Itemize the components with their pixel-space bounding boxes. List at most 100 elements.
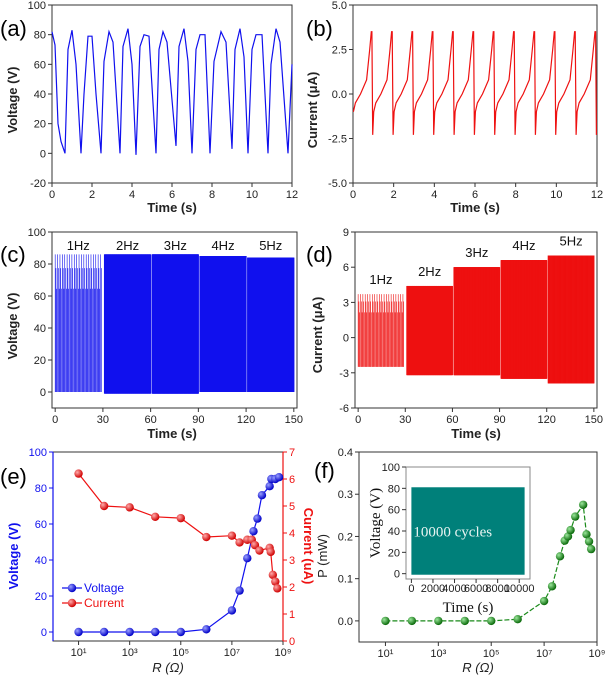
panel-a: (a) Time (s) Voltage (V) 0 2 4 6 8 10 12-20020… [0,0,298,215]
plot-frame [51,231,298,409]
legend-marker [67,598,77,608]
voltage-point [125,627,134,637]
power-point [547,582,557,591]
x-tick-label: 30 [97,414,109,426]
y-tick-label: 9 [343,227,349,239]
y-tick-label: 0 [40,387,46,399]
y-tick-label: 20 [35,591,47,603]
x-tick-label: 10⁵ [483,648,500,660]
x-tick-label: 10 [246,189,258,201]
current-point [255,546,264,555]
voltage-line [51,28,293,155]
x-tick-label: 4000 [442,583,466,595]
y-tick-label: 60 [388,505,400,517]
x-tick-label: 2 [89,189,95,201]
x-tick-label: 10¹ [377,648,393,660]
current-point [271,577,280,586]
panel-f-inset-labels: Time (s) Voltage (V) [368,488,493,616]
y-tick-label: 6 [343,262,349,274]
frequency-label: 1Hz [67,238,90,253]
frequency-segment [500,260,548,379]
voltage-point [249,527,258,536]
voltage-point [176,627,185,637]
x-tick-label: 12 [286,189,298,201]
current-point [125,503,134,512]
frequency-label: 5Hz [560,233,583,248]
x-tick-label: 0 [350,189,356,201]
right-y-tick-label: 6 [289,474,295,486]
y-tick-label: 0.2 [338,531,353,543]
voltage-point [253,514,262,523]
power-point [571,512,580,521]
pulse-fill [247,257,294,392]
plot-frame [352,4,598,184]
panel-label: (d) [306,242,333,267]
frequency-segment [199,256,247,392]
x-tick-label: 0 [355,414,361,426]
panel-c: (c) Time (s) Voltage (V) 0 30 60 90 120 150 0 2… [0,227,303,441]
plot-frame [354,231,598,409]
power-point [578,500,588,509]
current-point [176,513,185,523]
x-tick-label: 2000 [421,583,445,595]
y-tick-label: 40 [35,555,47,567]
x-tick-label: 6 [169,189,175,201]
y-tick-label: 20 [34,355,46,367]
right-y-tick-label: 5 [289,501,295,513]
y-tick-label: -6 [339,403,349,415]
right-y-tick-label: 4 [289,528,295,540]
x-axis-label: R (Ω) [462,660,494,675]
frequency-segment [247,257,295,392]
x-tick-label: 10⁷ [224,647,240,659]
legend-label: Current [84,596,125,610]
current-point [268,570,278,580]
y-tick-label: 20 [388,547,400,559]
y-axis-label-right: Current (uA) [301,508,316,585]
frequency-segment [357,294,405,367]
plot-frame [358,451,598,643]
panel-label: (b) [306,16,333,41]
current-point [235,538,244,547]
voltage-point [243,554,252,563]
x-tick-label: 60 [145,414,157,426]
y-tick-label: 60 [34,59,46,71]
x-tick-label: 150 [285,414,303,426]
power-point [539,596,549,606]
frequency-segment [453,267,501,376]
inset-x-axis-label: Time (s) [443,600,494,616]
current-line [78,473,278,589]
x-tick-label: 10 [550,189,562,201]
y-tick-label: 40 [34,323,46,335]
x-tick-label: 8 [513,189,519,201]
voltage-point [74,627,83,637]
x-tick-label: 120 [538,414,556,426]
right-y-tick-label: 1 [289,609,295,621]
y-tick-label: 0.3 [338,489,353,501]
panel-d: (d) Time (s) Current (μA) 0 30 60 90 120 150-… [306,227,603,441]
voltage-point [151,627,160,637]
x-axis-label: Time (s) [147,200,197,215]
y-tick-label: 0.0 [332,89,347,101]
power-point [586,544,596,554]
y-tick-label: 0.4 [338,447,353,459]
y-tick-label: 20 [34,119,46,131]
x-tick-label: 30 [399,414,411,426]
frequency-label: 5Hz [259,238,282,253]
voltage-point [265,482,274,491]
current-point [227,531,237,540]
x-tick-label: 6000 [464,583,488,595]
frequency-segment [103,254,152,394]
panel-label: (f) [314,458,335,483]
x-tick-label: 10⁹ [589,648,605,660]
frequency-segment [406,285,453,376]
x-tick-label: 0 [49,189,55,201]
current-line [352,31,598,135]
y-axis-label: Current (μA) [310,297,325,374]
power-point [407,616,417,626]
y-axis-label: Current (μA) [305,72,320,149]
x-tick-label: 8 [209,189,215,201]
power-point [563,532,573,541]
y-tick-label: 80 [388,483,400,495]
x-tick-label: 10⁷ [536,648,552,660]
plot-frame [405,466,531,580]
